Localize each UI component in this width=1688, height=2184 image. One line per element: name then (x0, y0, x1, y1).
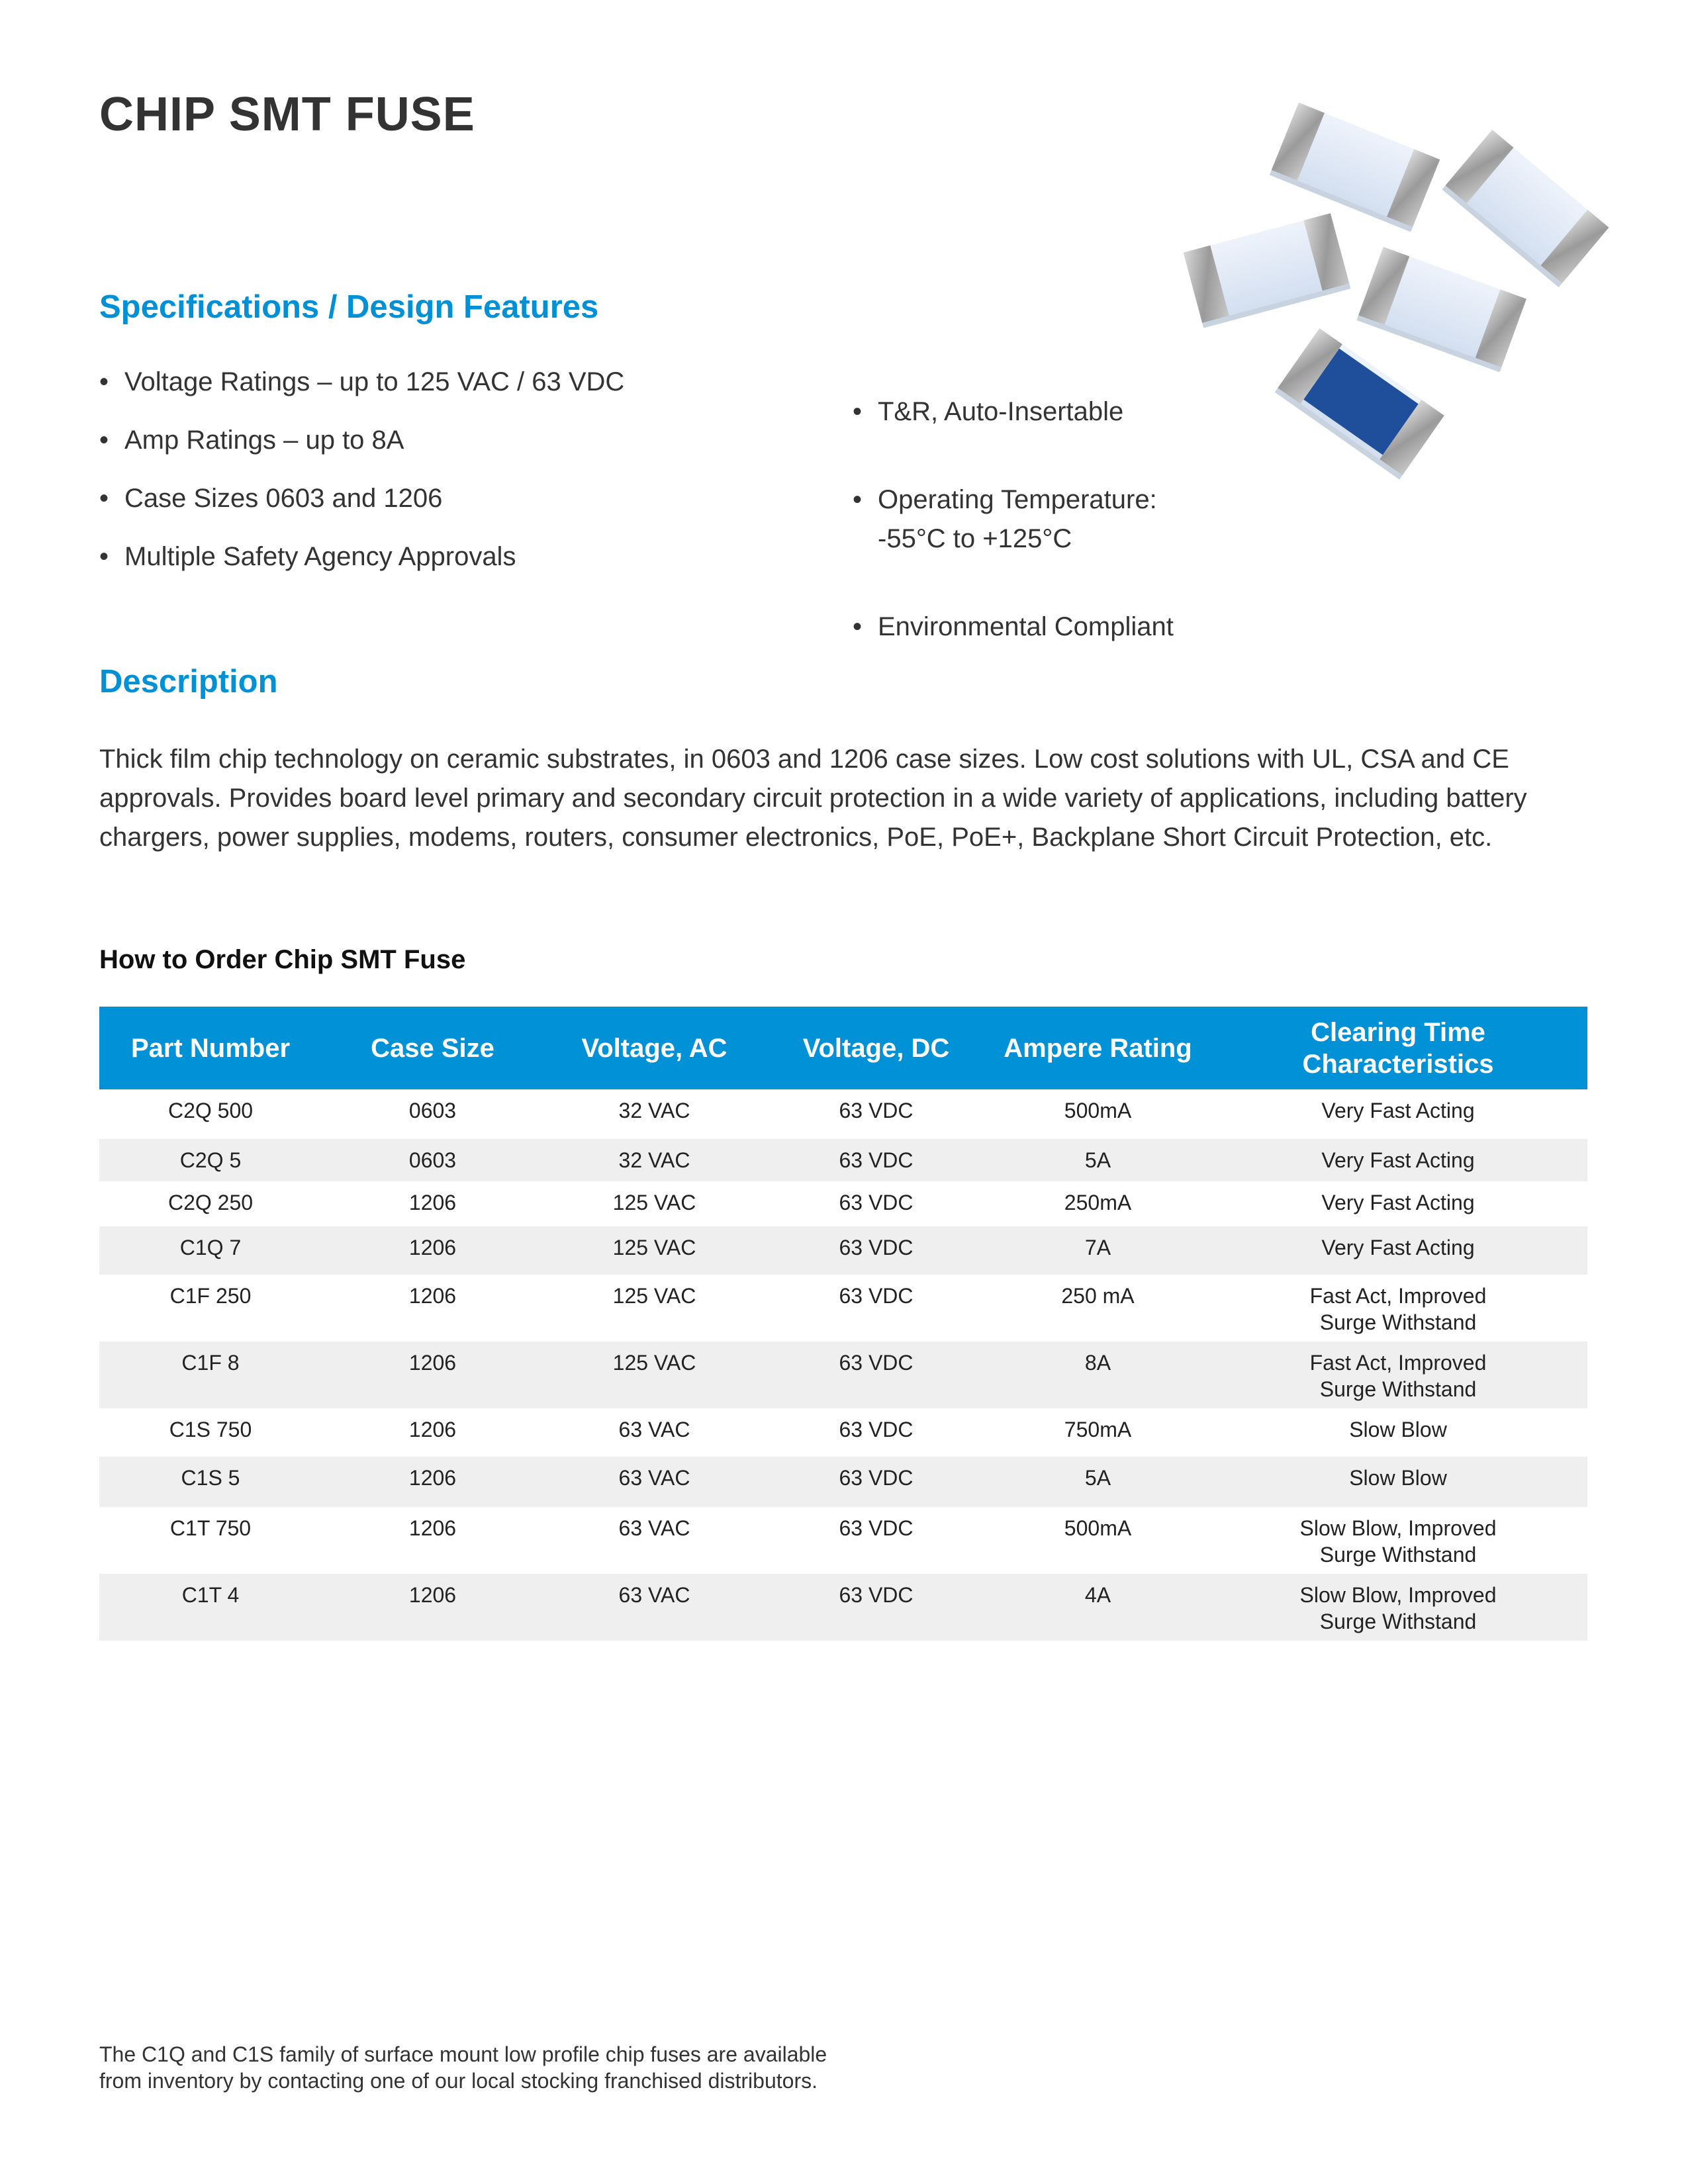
column-header: Voltage, DC (765, 1007, 987, 1089)
table-cell: 63 VDC (839, 1191, 914, 1214)
table-cell: 125 VAC (543, 1226, 765, 1275)
page-title: CHIP SMT FUSE (99, 88, 475, 141)
table-cell: 32 VAC (618, 1099, 690, 1122)
table-cell: 63 VAC (618, 1516, 690, 1540)
spec-item: T&R, Auto-Insertable (853, 392, 1174, 432)
table-cell: 1206 (322, 1457, 543, 1507)
table-cell: 63 VDC (765, 1457, 987, 1507)
description-heading: Description (99, 664, 278, 700)
table-cell: 1206 (408, 1284, 457, 1308)
table-cell: 0603 (408, 1099, 457, 1122)
table-cell: 500mA (1064, 1516, 1132, 1540)
table-cell: 1206 (408, 1191, 457, 1214)
table-cell: 1206 (322, 1226, 543, 1275)
table-cell: 0603 (322, 1139, 543, 1181)
table-cell: 63 VDC (765, 1139, 987, 1181)
table-cell: 63 VAC (543, 1457, 765, 1507)
column-header: Case Size (322, 1007, 543, 1089)
table-cell: 32 VAC (543, 1139, 765, 1181)
spec-item: Case Sizes 0603 and 1206 (99, 479, 624, 518)
table-cell: 63 VDC (765, 1226, 987, 1275)
table-cell: 500mA (1064, 1099, 1132, 1122)
table-cell: C1F 8 (99, 1342, 322, 1408)
chip-fuse (1274, 328, 1444, 480)
table-cell: 5A (987, 1457, 1209, 1507)
specs-heading: Specifications / Design Features (99, 289, 599, 325)
table-row: C1F 250 1206 125 VAC 63 VDC 250 mA Fast Act, … (99, 1275, 1587, 1342)
table-row: C2Q 5 0603 32 VAC 63 VDC 5A Very Fast Acting (99, 1139, 1587, 1181)
table-cell: Very Fast Acting (1321, 1099, 1475, 1122)
table-cell: 63 VAC (543, 1574, 765, 1641)
table-cell: Very Fast Acting (1321, 1191, 1475, 1214)
chip-fuses-image (1183, 102, 1609, 480)
footnote: The C1Q and C1S family of surface mount … (99, 2042, 827, 2093)
chip-fuse (1442, 129, 1609, 288)
table-cell: C1S 750 (169, 1418, 252, 1441)
column-header: Voltage, AC (543, 1007, 765, 1089)
column-header: Clearing Time Characteristics (1209, 1007, 1587, 1089)
table-row: C1S 5 1206 63 VAC 63 VDC 5A Slow Blow (99, 1457, 1587, 1507)
column-header: Ampere Rating (987, 1007, 1209, 1089)
table-cell: Slow Blow (1349, 1418, 1447, 1441)
specs-list-left: Voltage Ratings – up to 125 VAC / 63 VDC… (99, 363, 624, 596)
table-row: C2Q 250 1206 125 VAC 63 VDC 250mA Very Fast A… (99, 1181, 1587, 1226)
spec-item: Multiple Safety Agency Approvals (99, 537, 624, 576)
spec-item: Environmental Compliant (853, 608, 1174, 647)
table-cell: 63 VDC (839, 1099, 914, 1122)
order-table: Part Number Case Size Voltage, AC Voltage, … (99, 1007, 1587, 1641)
chip-fuse (1183, 213, 1351, 328)
table-cell: 750mA (1064, 1418, 1132, 1441)
table-cell: C1Q 7 (99, 1226, 322, 1275)
table-cell: Slow Blow, Improved Surge Withstand (1299, 1516, 1497, 1567)
table-cell: 63 VDC (765, 1574, 987, 1641)
table-cell: 1206 (408, 1418, 457, 1441)
table-cell: 250mA (1064, 1191, 1132, 1214)
table-cell: 1206 (408, 1516, 457, 1540)
table-cell: 1206 (322, 1574, 543, 1641)
table-cell: 8A (987, 1342, 1209, 1408)
table-cell: 63 VDC (839, 1284, 914, 1308)
chip-fuse (1356, 246, 1526, 373)
table-cell: C2Q 250 (167, 1191, 254, 1214)
table-cell: C1T 750 (169, 1516, 252, 1540)
table-row: C1S 750 1206 63 VAC 63 VDC 750mA Slow Blow (99, 1408, 1587, 1457)
table-cell: Fast Act, Improved Surge Withstand (1309, 1284, 1487, 1334)
table-cell: 7A (987, 1226, 1209, 1275)
table-cell: 63 VAC (618, 1418, 690, 1441)
table-cell: 63 VDC (765, 1342, 987, 1408)
table-cell: Very Fast Acting (1209, 1226, 1587, 1275)
table-cell: Very Fast Acting (1209, 1139, 1587, 1181)
table-cell: 1206 (322, 1342, 543, 1408)
table-row: C1T 4 1206 63 VAC 63 VDC 4A Slow Blow, Improv… (99, 1574, 1587, 1641)
chip-fuse (1269, 102, 1440, 232)
specs-list-right: T&R, Auto-Insertable Operating Temperatu… (853, 363, 1174, 696)
table-row: C1F 8 1206 125 VAC 63 VDC 8A Fast Act, Improv… (99, 1342, 1587, 1408)
table-cell: 63 VDC (839, 1418, 914, 1441)
table-cell: Slow Blow (1209, 1457, 1587, 1507)
table-row: C1Q 7 1206 125 VAC 63 VDC 7A Very Fast Acting (99, 1226, 1587, 1275)
table-cell: C1F 250 (169, 1284, 252, 1308)
table-cell: C1S 5 (99, 1457, 322, 1507)
table-row: C2Q 500 0603 32 VAC 63 VDC 500mA Very Fast Ac… (99, 1089, 1587, 1139)
table-cell: 125 VAC (543, 1342, 765, 1408)
description-text: Thick film chip technology on ceramic su… (99, 745, 1527, 852)
table-cell: 125 VAC (612, 1284, 696, 1308)
table-cell: 125 VAC (612, 1191, 696, 1214)
table-cell: 250 mA (1061, 1284, 1135, 1308)
table-cell: Fast Act, Improved Surge Withstand (1209, 1342, 1587, 1408)
spec-item: Operating Temperature: -55°C to +125°C (853, 480, 1174, 559)
table-header-row: Part Number Case Size Voltage, AC Voltage, … (99, 1007, 1587, 1089)
table-cell: 4A (987, 1574, 1209, 1641)
table-row: C1T 750 1206 63 VAC 63 VDC 500mA Slow Blow, I… (99, 1507, 1587, 1574)
table-cell: 63 VDC (839, 1516, 914, 1540)
spec-item: Voltage Ratings – up to 125 VAC / 63 VDC (99, 363, 624, 402)
table-cell: C1T 4 (99, 1574, 322, 1641)
spec-item: Amp Ratings – up to 8A (99, 421, 624, 460)
order-heading: How to Order Chip SMT Fuse (99, 945, 466, 974)
table-cell: C2Q 500 (167, 1099, 254, 1122)
table-cell: Slow Blow, Improved Surge Withstand (1209, 1574, 1587, 1641)
table-cell: C2Q 5 (99, 1139, 322, 1181)
table-cell: 5A (987, 1139, 1209, 1181)
column-header: Part Number (99, 1007, 322, 1089)
